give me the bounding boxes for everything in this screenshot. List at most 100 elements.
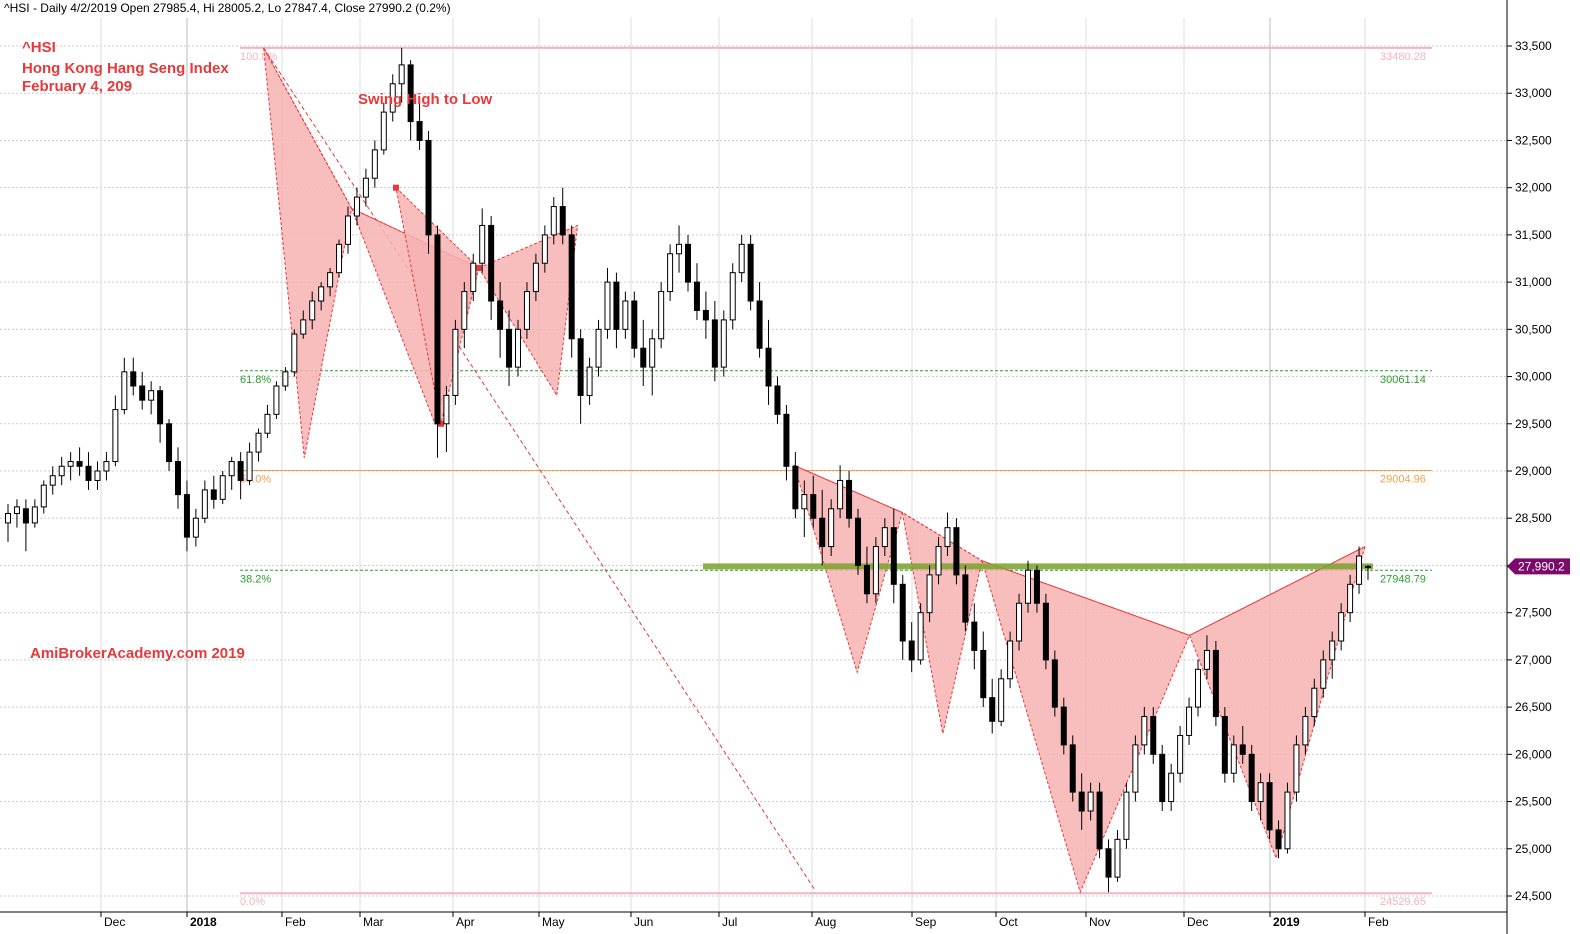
- x-tick-label: Feb: [1368, 915, 1389, 929]
- candle-body: [318, 286, 325, 302]
- candle-body: [801, 494, 808, 510]
- y-tick-label: 25,500: [1515, 795, 1552, 809]
- candle-body: [425, 139, 432, 236]
- fib-value-label: 33480.28: [1380, 51, 1426, 63]
- candle-body: [989, 697, 996, 722]
- candle-body: [389, 83, 396, 113]
- candle-body: [926, 574, 933, 614]
- candle-body: [336, 243, 343, 274]
- candle-body: [470, 262, 477, 293]
- candle-body: [300, 319, 307, 335]
- candle-body: [1239, 744, 1246, 755]
- candle-body: [810, 494, 817, 519]
- candle-body: [130, 371, 137, 387]
- candle-body: [49, 475, 56, 486]
- candle-body: [255, 432, 262, 453]
- candle-body: [1338, 612, 1345, 642]
- y-tick-label: 31,000: [1515, 275, 1552, 289]
- candle-body: [157, 390, 164, 425]
- candle-body: [1302, 716, 1309, 746]
- y-tick-label: 32,000: [1515, 181, 1552, 195]
- y-tick-label: 25,000: [1515, 842, 1552, 856]
- chart-header: ^HSI - Daily 4/2/2019 Open 27985.4, Hi 2…: [4, 1, 451, 15]
- last-close-badge: 27,990.2: [1507, 558, 1570, 575]
- x-tick-label: Feb: [285, 915, 306, 929]
- candle-body: [353, 196, 360, 217]
- candle-body: [685, 243, 691, 283]
- y-tick-label: 30,000: [1515, 370, 1552, 384]
- candle-body: [837, 479, 844, 510]
- candle-body: [40, 484, 47, 508]
- y-tick-label: 29,000: [1515, 464, 1552, 478]
- y-tick-label: 28,500: [1515, 511, 1552, 525]
- x-tick-label: Dec: [1187, 915, 1208, 929]
- candle-body: [1221, 716, 1228, 774]
- candle-body: [640, 347, 647, 368]
- fib-percent-label: 0.0%: [240, 896, 265, 908]
- candle-body: [774, 385, 781, 415]
- candle-body: [121, 371, 128, 411]
- candle-body: [908, 640, 915, 661]
- candle-body: [729, 272, 736, 321]
- candle-body: [890, 527, 897, 585]
- fib-percent-label: 38.2%: [240, 573, 271, 585]
- candle-body: [819, 517, 826, 548]
- candle-body: [783, 413, 790, 467]
- candle-body: [1365, 565, 1371, 568]
- candle-body: [676, 243, 683, 255]
- fib-value-label: 30061.14: [1380, 374, 1426, 386]
- candle-body: [371, 149, 378, 179]
- candle-body: [67, 461, 74, 467]
- candle-body: [881, 527, 888, 548]
- x-tick-label: Jun: [634, 915, 653, 929]
- candle-body: [1257, 782, 1264, 803]
- fib-value-label: 29004.96: [1380, 474, 1426, 486]
- candle-body: [792, 465, 799, 510]
- candle-body: [1177, 734, 1184, 774]
- fib-percent-label: 61.8%: [240, 374, 271, 386]
- candle-body: [497, 300, 504, 330]
- candle-body: [550, 206, 557, 236]
- candle-body: [747, 243, 754, 302]
- candle-body: [1132, 744, 1139, 793]
- y-tick-label: 31,500: [1515, 228, 1552, 242]
- candle-body: [962, 574, 969, 623]
- candle-body: [362, 177, 369, 198]
- pattern-title: Swing High to Low: [358, 91, 492, 108]
- candle-body: [622, 300, 629, 330]
- candle-body: [980, 649, 987, 699]
- candle-body: [1096, 791, 1103, 850]
- candle-body: [58, 465, 65, 477]
- candle-body: [658, 291, 665, 340]
- candle-body: [1168, 772, 1175, 803]
- candle-body: [506, 328, 513, 368]
- candle-body: [434, 234, 441, 425]
- candle-body: [345, 215, 351, 245]
- candle-body: [31, 506, 38, 524]
- candle-body: [631, 300, 638, 349]
- x-axis: Dec 2018 Feb Mar Apr May Jun Jul Aug Sep Oct Nov Dec…: [100, 912, 1389, 929]
- candle-body: [1141, 716, 1148, 746]
- y-tick-label: 30,500: [1515, 322, 1552, 336]
- candle-body: [148, 390, 155, 401]
- candle-body: [559, 206, 566, 236]
- candle-body: [917, 612, 924, 661]
- pattern-marker: [438, 420, 444, 427]
- candle-body: [756, 300, 763, 349]
- y-tick-label: 26,000: [1515, 747, 1552, 761]
- x-tick-label: 2019: [1273, 915, 1300, 929]
- candle-body: [416, 121, 423, 141]
- pattern-4-xab: [981, 559, 1191, 894]
- candle-body: [327, 272, 334, 288]
- candle-body: [1114, 838, 1121, 878]
- candle-body: [1007, 640, 1014, 680]
- y-tick-label: 26,500: [1515, 700, 1552, 714]
- fib-percent-label: 50.0%: [240, 474, 271, 486]
- candle-body: [765, 347, 772, 387]
- fib-value-label: 24529.65: [1380, 896, 1426, 908]
- symbol-title: ^HSI: [22, 39, 56, 56]
- x-tick-label: Jul: [722, 915, 737, 929]
- candle-body: [998, 678, 1005, 722]
- candle-body: [228, 461, 235, 477]
